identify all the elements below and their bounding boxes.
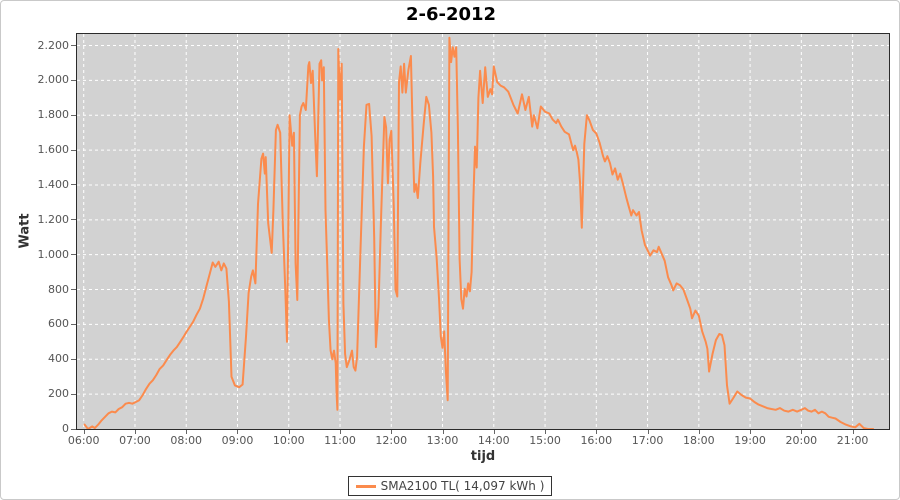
- x-tick-label: 16:00: [580, 434, 613, 447]
- series-line-chart: [77, 34, 889, 429]
- x-tick-label: 08:00: [170, 434, 203, 447]
- x-tick-mark: [83, 430, 85, 434]
- y-tick-label: 0: [62, 422, 69, 435]
- x-tick-mark: [134, 430, 136, 434]
- x-tick-label: 09:00: [221, 434, 254, 447]
- x-tick-mark: [596, 430, 598, 434]
- x-tick-label: 17:00: [631, 434, 664, 447]
- x-axis-title: tijd: [470, 449, 496, 464]
- x-tick-mark: [852, 430, 854, 434]
- x-tick-label: 13:00: [426, 434, 459, 447]
- x-tick-mark: [801, 430, 803, 434]
- x-tick-mark: [647, 430, 649, 434]
- chart-title: 2-6-2012: [405, 4, 497, 25]
- y-tick-label: 2.000: [37, 73, 70, 87]
- x-tick-label: 14:00: [477, 434, 510, 447]
- y-axis-title: Watt: [17, 213, 33, 249]
- x-tick-label: 21:00: [836, 434, 869, 447]
- x-tick-mark: [750, 430, 752, 434]
- x-tick-label: 15:00: [529, 434, 561, 447]
- legend-box: SMA2100 TL( 14,097 kWh ): [347, 476, 553, 496]
- x-tick-mark: [442, 430, 444, 434]
- x-tick-label: 12:00: [375, 434, 408, 447]
- x-tick-label: 19:00: [734, 434, 766, 447]
- y-tick-label: 1.600: [37, 143, 70, 157]
- y-tick-label: 800: [48, 282, 69, 296]
- x-tick-mark: [391, 430, 393, 434]
- x-tick-mark: [288, 430, 290, 434]
- y-tick-label: 200: [48, 387, 69, 401]
- x-tick-label: 07:00: [119, 434, 151, 447]
- x-tick-label: 11:00: [324, 434, 356, 447]
- y-tick-label: 1.800: [37, 108, 70, 122]
- x-tick-mark: [493, 430, 495, 434]
- x-tick-mark: [237, 430, 239, 434]
- x-tick-label: 10:00: [272, 434, 305, 447]
- plot-area: [76, 33, 890, 430]
- y-tick-label: 2.200: [37, 38, 70, 52]
- legend-row: SMA2100 TL( 14,097 kWh ): [1, 476, 899, 496]
- x-tick-mark: [698, 430, 700, 434]
- y-tick-label: 400: [48, 352, 69, 366]
- x-tick-mark: [340, 430, 341, 434]
- x-tick-label: 18:00: [682, 434, 715, 447]
- x-tick-mark: [545, 430, 547, 434]
- y-tick-label: 1.000: [37, 247, 70, 261]
- legend-line-swatch: [355, 484, 376, 488]
- y-tick-label: 1.400: [37, 177, 70, 191]
- x-tick-mark: [186, 430, 188, 434]
- y-tick-label: 600: [48, 317, 69, 331]
- x-tick-label: 06:00: [67, 434, 100, 447]
- legend-series-label: SMA2100 TL( 14,097 kWh ): [380, 479, 545, 493]
- x-tick-label: 20:00: [785, 434, 818, 447]
